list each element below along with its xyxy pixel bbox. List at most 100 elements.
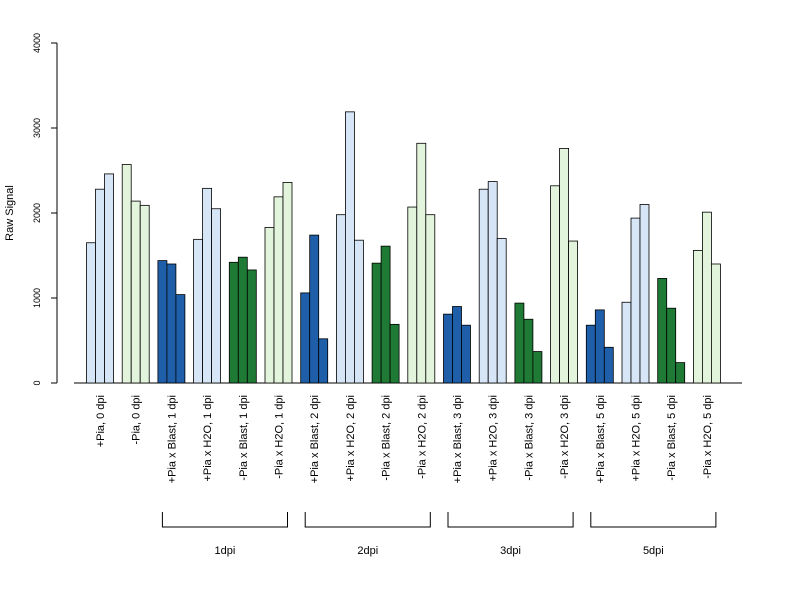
bar [121,164,132,384]
bar [389,323,400,384]
bar [309,234,320,384]
category-labels: +Pia, 0 dpi -Pia, 0 dpi +Pia x Blast, 1 dp… [95,395,714,483]
bar-group [585,309,614,384]
bar [264,227,275,384]
bar [228,261,239,384]
category-label: -Pia x H2O, 2 dpi [416,395,428,479]
bar-group [443,306,471,384]
bar [487,181,498,384]
category-label: +Pia x H2O, 5 dpi [631,395,643,482]
category-label: +Pia x Blast, 3 dpi [452,395,464,483]
bar [496,238,507,384]
category-label: +Pia x Blast, 2 dpi [309,395,321,483]
bar [273,196,284,384]
bar [702,211,712,384]
bar [711,263,721,384]
group-bracket: 2dpi [304,512,431,557]
y-tick-label: 3000 [32,118,42,138]
group-label: 1dpi [215,545,236,557]
category-label: -Pia x Blast, 2 dpi [381,395,393,481]
bar [380,245,391,384]
category-label: -Pia x H2O, 3 dpi [559,395,571,479]
bar [621,301,632,384]
category-label: -Pia x Blast, 1 dpi [238,395,250,481]
bar [514,302,525,384]
category-label: -Pia x Blast, 5 dpi [666,395,678,481]
bar-group [621,204,650,384]
bar [318,338,329,384]
bar-group [335,111,364,384]
category-label: +Pia x H2O, 2 dpi [345,395,357,482]
bars [86,111,721,384]
category-label: -Pia x H2O, 1 dpi [274,395,286,479]
category-label: -Pia x H2O, 5 dpi [702,395,714,479]
bar [130,200,141,384]
bar [237,256,248,384]
y-tick-label: 0 [32,380,42,385]
bar [603,346,614,384]
bar [202,187,213,384]
category-label: +Pia x Blast, 5 dpi [595,395,607,483]
bracket-line [590,512,717,528]
bar [675,362,686,384]
bar [157,260,168,384]
bar [550,185,560,384]
bar [559,147,569,384]
bar [344,111,355,384]
group-label: 3dpi [500,545,521,557]
bar-group [693,211,721,384]
group-bracket: 3dpi [447,512,574,557]
bracket-line [304,512,431,528]
bar [246,269,257,384]
bar [425,214,436,384]
group-bracket: 1dpi [161,512,288,557]
bar-group [86,173,114,384]
bar [166,263,177,384]
bar-group [550,147,578,384]
bar-group [478,181,507,384]
bar-group [407,142,436,384]
y-tick-label: 1000 [32,288,42,308]
group-label: 5dpi [643,545,664,557]
bar [443,313,453,384]
bar [666,307,677,384]
bar [104,173,114,384]
bar [211,208,222,384]
y-tick-label: 4000 [32,33,42,53]
y-axis-title: Raw Signal [4,185,16,241]
category-label: +Pia, 0 dpi [95,395,107,447]
bar [639,204,650,384]
bar [139,204,150,384]
group-brackets: 1dpi 2dpi 3dpi 5dpi [161,512,717,557]
bar-group [193,187,222,384]
bar-group [371,245,400,384]
bar [630,217,641,384]
bar [371,262,382,384]
bar [585,324,596,384]
bar [416,142,427,384]
bar-group [657,278,686,384]
bracket-line [161,512,288,528]
bar [335,214,346,384]
bar-group [157,260,186,384]
bar [568,240,578,384]
bar [693,249,703,384]
bracket-line [447,512,574,528]
bar [193,238,204,384]
group-bracket: 5dpi [590,512,717,557]
bar [407,206,418,384]
bar [532,351,543,384]
category-label: -Pia, 0 dpi [131,395,143,445]
bar [523,318,534,384]
bar-group [264,181,293,384]
bar [282,181,293,384]
bar-group [121,164,150,384]
category-label: +Pia x H2O, 1 dpi [202,395,214,482]
bar-group [514,302,543,384]
bar [594,309,605,384]
bar [175,294,186,384]
bar [461,324,471,384]
y-axis: 0 1000 2000 3000 4000 [32,33,58,386]
category-label: -Pia x Blast, 3 dpi [523,395,535,481]
